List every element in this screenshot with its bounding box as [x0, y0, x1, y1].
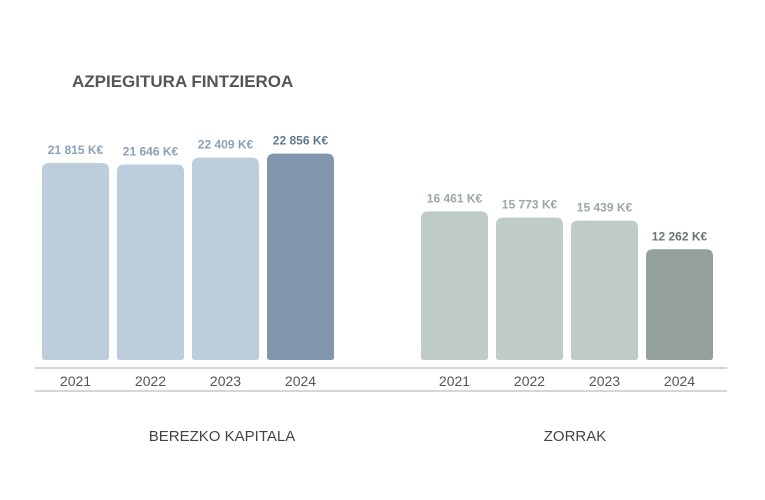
- bar-2021: [42, 163, 109, 360]
- chart-title: AZPIEGITURA FINTZIEROA: [72, 72, 293, 91]
- x-tick-label: 2022: [514, 373, 545, 389]
- bar-2024: [646, 249, 713, 360]
- x-tick-label: 2021: [439, 373, 470, 389]
- group-label: ZORRAK: [544, 428, 607, 445]
- bar-2023: [571, 220, 638, 360]
- bar-groups: 21 815 K€ 2021 21 646 K€ 2022 22 409 K€ 2023 2…: [42, 134, 713, 445]
- bar-value-label: 15 439 K€: [577, 201, 633, 215]
- bar-group-berezko-kapitala: 21 815 K€ 2021 21 646 K€ 2022 22 409 K€ 2023 2…: [42, 134, 334, 445]
- x-tick-label: 2023: [589, 373, 620, 389]
- x-tick-label: 2024: [285, 373, 316, 389]
- bar-value-label: 21 646 K€: [123, 145, 179, 159]
- bar-2024: [267, 153, 334, 360]
- bar-2022: [117, 164, 184, 360]
- bar-2022: [496, 217, 563, 360]
- bar-value-label: 22 409 K€: [198, 138, 254, 152]
- bar-2021: [421, 211, 488, 360]
- x-tick-label: 2023: [210, 373, 241, 389]
- bar-value-label: 21 815 K€: [48, 143, 104, 157]
- group-label: BEREZKO KAPITALA: [149, 428, 295, 445]
- bar-value-label: 16 461 K€: [427, 191, 483, 205]
- bar-value-label: 15 773 K€: [502, 198, 558, 212]
- x-tick-label: 2022: [135, 373, 166, 389]
- bar-value-label: 22 856 K€: [273, 134, 329, 148]
- bar-group-zorrak: 16 461 K€ 2021 15 773 K€ 2022 15 439 K€ 2023 1…: [421, 191, 713, 445]
- x-tick-label: 2024: [664, 373, 695, 389]
- x-tick-label: 2021: [60, 373, 91, 389]
- bar-value-label: 12 262 K€: [652, 229, 708, 243]
- bar-2023: [192, 157, 259, 360]
